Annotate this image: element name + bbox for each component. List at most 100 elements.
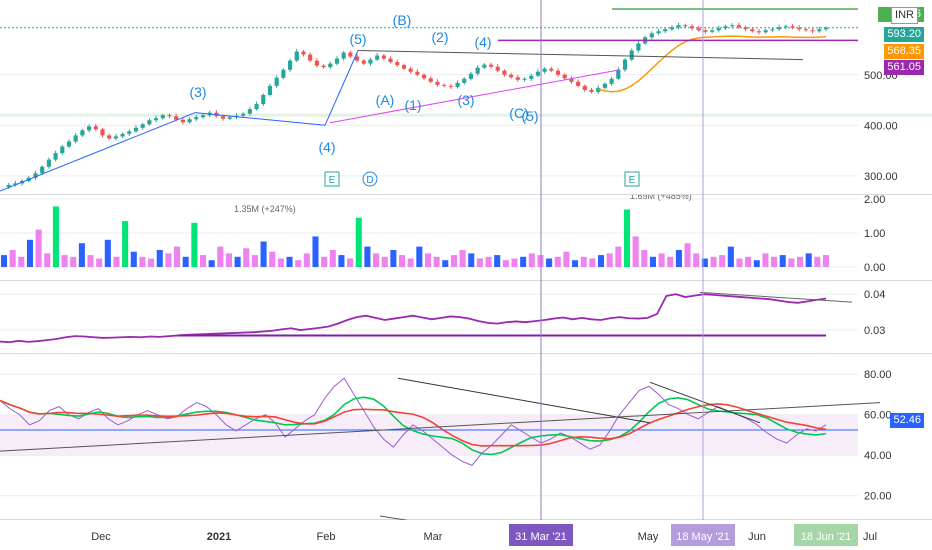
candle-body: [562, 74, 567, 79]
event-marker: D: [362, 171, 378, 187]
volume-bar: [44, 253, 51, 267]
candle-body: [46, 159, 51, 167]
y-tick-label: 0.04: [864, 289, 885, 301]
volume-bar: [476, 258, 483, 267]
candle-body: [730, 25, 735, 27]
volume-bar: [139, 256, 146, 267]
candle-body: [488, 64, 494, 67]
volume-bar: [18, 256, 25, 267]
volume-panel[interactable]: 0.00 1.00 2.00 1.35M (+247%) 1.69M (+485%): [0, 195, 932, 281]
volume-bar: [554, 256, 561, 267]
candle-body: [810, 30, 815, 32]
wave-label: (3): [189, 84, 206, 100]
candle-body: [549, 68, 554, 71]
y-tick-label: 1.00: [864, 228, 885, 240]
volume-bar: [641, 250, 648, 267]
volume-bar: [243, 248, 250, 267]
candle-body: [227, 117, 232, 119]
time-axis[interactable]: Dec 2021 Feb Mar May Jun Jul 31 Mar '21 18 May '…: [0, 520, 932, 550]
volume-bar: [381, 256, 388, 267]
volume-bar: [269, 251, 276, 267]
volume-bar: [494, 255, 501, 267]
candle-body: [555, 70, 561, 75]
volume-bar: [338, 255, 345, 267]
macd-line: [0, 293, 827, 344]
candle-body: [723, 26, 728, 29]
volume-bar: [373, 253, 380, 267]
candle-body: [756, 31, 762, 33]
support-zone: [0, 113, 932, 117]
volume-bar: [148, 258, 155, 267]
candle-body: [60, 146, 65, 154]
volume-bar: [295, 260, 302, 267]
volume-bar: [260, 241, 267, 267]
volume-bar: [727, 246, 734, 267]
candle-body: [669, 27, 674, 30]
volume-bar: [788, 258, 795, 267]
volume-bar: [312, 236, 319, 267]
candle-body: [73, 135, 78, 142]
volume-bar: [416, 246, 423, 267]
candle-body: [395, 62, 400, 66]
candle-body: [763, 30, 768, 33]
volume-bar: [745, 256, 752, 267]
volume-bar: [0, 255, 8, 267]
candle-body: [448, 85, 453, 87]
wave-label: (B): [393, 12, 412, 28]
candle-body: [582, 85, 587, 90]
volume-bar: [684, 243, 691, 267]
x-tick-label: Feb: [317, 531, 336, 543]
candle-body: [127, 131, 132, 134]
event-marker-shape: [624, 171, 640, 187]
candle-body: [676, 25, 681, 28]
trend-line-neckline: [357, 49, 804, 61]
candle-body: [817, 29, 822, 32]
candle-body: [321, 65, 326, 68]
trend-line-wave: [194, 112, 326, 126]
candle-body: [522, 78, 527, 80]
currency-label[interactable]: INR: [891, 7, 918, 24]
rsi-ma-slow: [0, 399, 827, 447]
volume-bar: [407, 258, 414, 267]
volume-bar: [61, 255, 68, 267]
candle-body: [515, 77, 520, 80]
y-tick-label: 40.00: [864, 450, 892, 462]
candle-body: [53, 153, 58, 160]
candle-body: [542, 68, 547, 72]
volume-bar: [96, 258, 103, 267]
rsi-trendline: [397, 377, 651, 424]
volume-bar: [572, 260, 579, 267]
candle-body: [649, 33, 654, 38]
volume-bar: [736, 258, 743, 267]
rsi-badge: 52.46: [890, 413, 924, 428]
candle-body: [100, 129, 105, 136]
volume-bar: [26, 239, 33, 267]
volume-bar: [528, 253, 535, 267]
candle-body: [797, 27, 802, 30]
volume-bar: [658, 253, 665, 267]
trend-line-support: [329, 69, 621, 124]
macd-panel[interactable]: 0.03 0.04: [0, 281, 932, 354]
rsi-panel[interactable]: 20.00 40.00 60.00 80.00: [0, 354, 932, 520]
volume-bar: [113, 256, 120, 267]
volume-bar: [364, 246, 371, 267]
volume-bar: [520, 256, 527, 267]
candle-body: [368, 59, 373, 64]
event-marker-shape: [324, 171, 340, 187]
candle-body: [576, 81, 581, 86]
candle-body: [107, 135, 112, 139]
candle-body: [354, 56, 360, 61]
candle-body: [361, 60, 366, 64]
wave-label: (C): [509, 105, 528, 121]
wave-label: (5): [521, 108, 538, 124]
candle-body: [602, 83, 608, 88]
volume-bar: [693, 253, 700, 267]
candle-body: [589, 89, 594, 92]
volume-bar: [130, 251, 137, 267]
date-marker-bg: [671, 524, 735, 546]
volume-bar: [208, 260, 215, 267]
volume-bar: [355, 217, 362, 267]
candle-body: [716, 28, 721, 31]
